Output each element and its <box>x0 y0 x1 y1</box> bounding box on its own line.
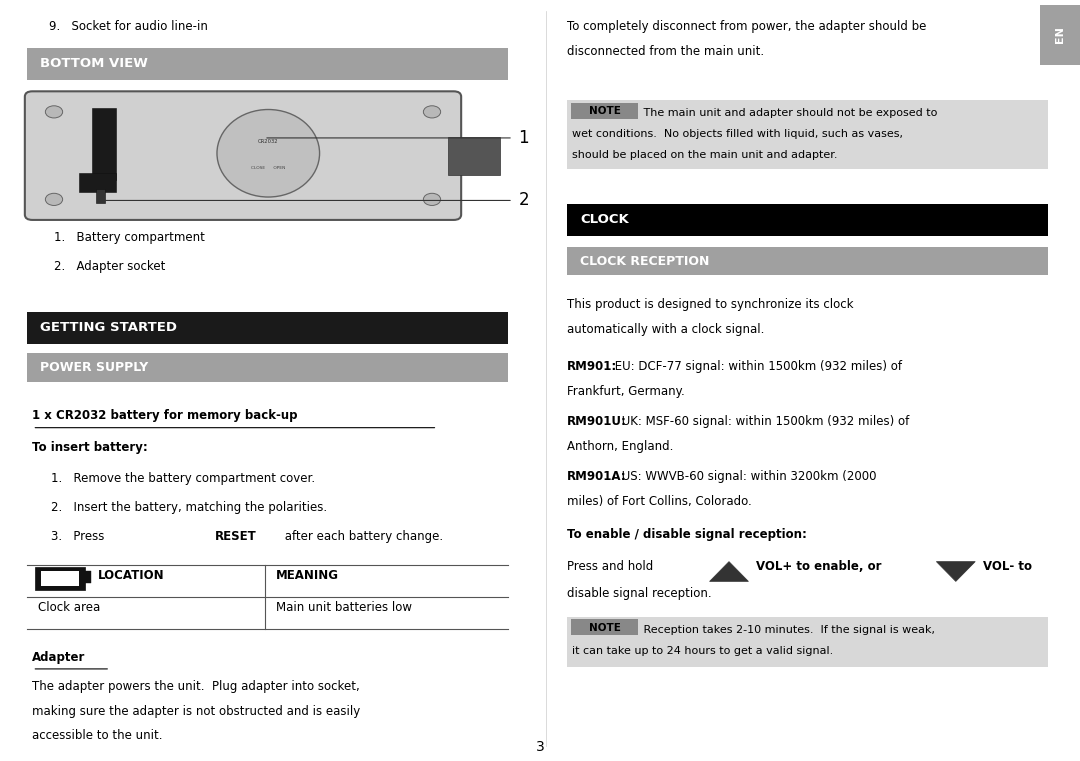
Text: VOL+ to enable, or: VOL+ to enable, or <box>756 560 881 573</box>
Text: This product is designed to synchronize its clock: This product is designed to synchronize … <box>567 298 853 311</box>
Text: The main unit and adapter should not be exposed to: The main unit and adapter should not be … <box>640 108 937 118</box>
Text: LOCATION: LOCATION <box>98 569 165 582</box>
Text: MEANING: MEANING <box>275 569 339 582</box>
Text: wet conditions.  No objects filled with liquid, such as vases,: wet conditions. No objects filled with l… <box>572 129 903 139</box>
Text: Clock area: Clock area <box>38 601 100 614</box>
FancyBboxPatch shape <box>571 103 638 119</box>
FancyBboxPatch shape <box>567 617 1048 667</box>
Text: UK: MSF-60 signal: within 1500km (932 miles) of: UK: MSF-60 signal: within 1500km (932 mi… <box>619 415 909 428</box>
Text: 1 x CR2032 battery for memory back-up: 1 x CR2032 battery for memory back-up <box>32 409 298 422</box>
Text: NOTE: NOTE <box>589 106 621 116</box>
FancyBboxPatch shape <box>571 619 638 635</box>
Text: Adapter: Adapter <box>32 651 85 664</box>
Text: 2: 2 <box>518 192 529 209</box>
FancyBboxPatch shape <box>41 571 79 586</box>
Text: 3.   Press: 3. Press <box>51 530 108 543</box>
Text: Anthorn, England.: Anthorn, England. <box>567 440 673 453</box>
Text: Frankfurt, Germany.: Frankfurt, Germany. <box>567 385 685 398</box>
Text: EU: DCF-77 signal: within 1500km (932 miles) of: EU: DCF-77 signal: within 1500km (932 mi… <box>611 360 902 373</box>
Text: CLOSE      OPEN: CLOSE OPEN <box>251 167 285 170</box>
Text: To insert battery:: To insert battery: <box>32 441 148 454</box>
FancyBboxPatch shape <box>27 312 508 344</box>
Text: BOTTOM VIEW: BOTTOM VIEW <box>40 57 148 71</box>
Text: automatically with a clock signal.: automatically with a clock signal. <box>567 323 765 336</box>
FancyBboxPatch shape <box>567 204 1048 236</box>
Text: 9.   Socket for audio line-in: 9. Socket for audio line-in <box>49 20 207 33</box>
FancyBboxPatch shape <box>27 48 508 80</box>
Text: 2.   Adapter socket: 2. Adapter socket <box>54 260 165 273</box>
Text: VOL- to: VOL- to <box>983 560 1031 573</box>
Circle shape <box>45 193 63 205</box>
FancyBboxPatch shape <box>567 247 1048 275</box>
Text: To enable / disable signal reception:: To enable / disable signal reception: <box>567 528 807 541</box>
Text: after each battery change.: after each battery change. <box>281 530 443 543</box>
Text: CR2032: CR2032 <box>258 139 279 144</box>
Text: 1: 1 <box>518 129 529 147</box>
Text: miles) of Fort Collins, Colorado.: miles) of Fort Collins, Colorado. <box>567 495 752 508</box>
Text: To completely disconnect from power, the adapter should be: To completely disconnect from power, the… <box>567 20 927 33</box>
FancyBboxPatch shape <box>567 100 1048 169</box>
Text: 3: 3 <box>536 740 544 753</box>
Text: RESET: RESET <box>215 530 257 543</box>
Text: NOTE: NOTE <box>589 622 621 633</box>
Circle shape <box>45 106 63 118</box>
Polygon shape <box>710 562 748 581</box>
Text: US: WWVB-60 signal: within 3200km (2000: US: WWVB-60 signal: within 3200km (2000 <box>619 470 877 482</box>
Text: CLOCK RECEPTION: CLOCK RECEPTION <box>580 254 710 268</box>
Text: EN: EN <box>1055 27 1065 43</box>
FancyBboxPatch shape <box>79 173 116 192</box>
FancyBboxPatch shape <box>35 567 85 590</box>
Text: RM901:: RM901: <box>567 360 618 373</box>
Text: 2.   Insert the battery, matching the polarities.: 2. Insert the battery, matching the pola… <box>51 501 327 514</box>
Text: The adapter powers the unit.  Plug adapter into socket,: The adapter powers the unit. Plug adapte… <box>32 680 360 693</box>
Text: accessible to the unit.: accessible to the unit. <box>32 729 163 742</box>
FancyBboxPatch shape <box>96 189 105 203</box>
Text: GETTING STARTED: GETTING STARTED <box>40 321 177 335</box>
Text: RM901U:: RM901U: <box>567 415 626 428</box>
FancyBboxPatch shape <box>1040 5 1080 65</box>
Polygon shape <box>936 562 975 581</box>
Circle shape <box>423 193 441 205</box>
Text: making sure the adapter is not obstructed and is easily: making sure the adapter is not obstructe… <box>32 705 361 718</box>
FancyBboxPatch shape <box>27 353 508 382</box>
FancyBboxPatch shape <box>25 91 461 220</box>
Text: 1.   Remove the battery compartment cover.: 1. Remove the battery compartment cover. <box>51 472 315 485</box>
Text: should be placed on the main unit and adapter.: should be placed on the main unit and ad… <box>572 150 838 160</box>
Text: disconnected from the main unit.: disconnected from the main unit. <box>567 45 765 58</box>
Circle shape <box>423 106 441 118</box>
FancyBboxPatch shape <box>84 571 91 583</box>
FancyBboxPatch shape <box>448 137 500 174</box>
FancyBboxPatch shape <box>92 108 116 180</box>
Text: Press and hold: Press and hold <box>567 560 653 573</box>
Text: 1.   Battery compartment: 1. Battery compartment <box>54 231 205 244</box>
Text: RM901A:: RM901A: <box>567 470 626 482</box>
Text: disable signal reception.: disable signal reception. <box>567 587 712 600</box>
Text: Reception takes 2-10 minutes.  If the signal is weak,: Reception takes 2-10 minutes. If the sig… <box>640 625 935 635</box>
Ellipse shape <box>217 110 320 197</box>
Text: POWER SUPPLY: POWER SUPPLY <box>40 361 148 374</box>
Text: it can take up to 24 hours to get a valid signal.: it can take up to 24 hours to get a vali… <box>572 646 834 656</box>
Text: Main unit batteries low: Main unit batteries low <box>275 601 411 614</box>
Text: CLOCK: CLOCK <box>580 213 629 227</box>
